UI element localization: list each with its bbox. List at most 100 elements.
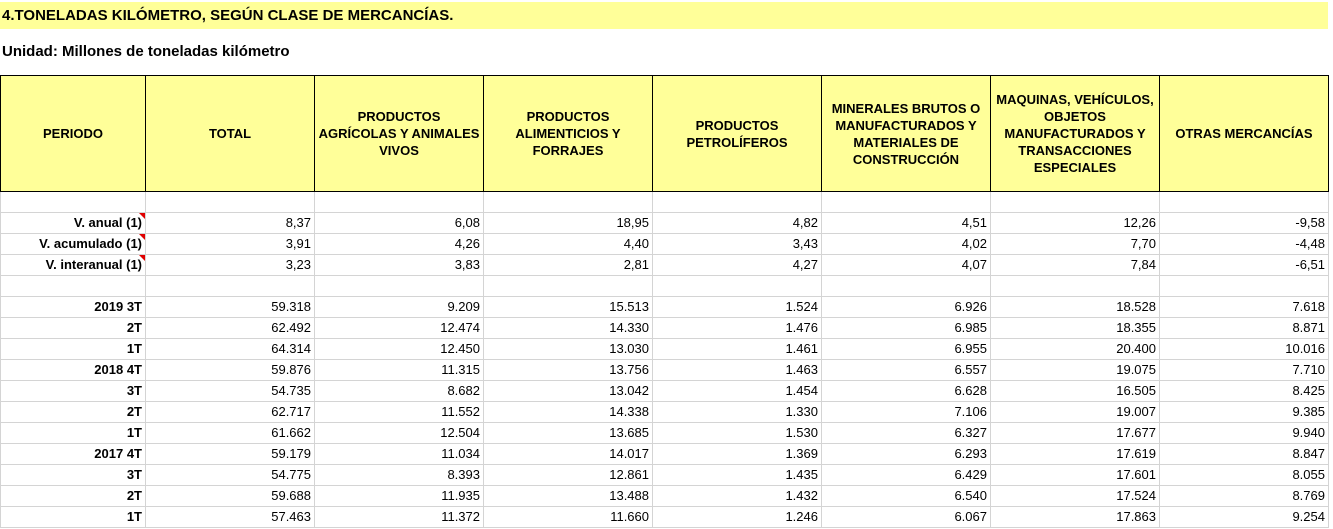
value-cell: 1.463 — [652, 359, 822, 381]
empty-cell — [990, 275, 1160, 297]
value-cell: 7,84 — [990, 254, 1160, 276]
value-cell: 9.940 — [1159, 422, 1329, 444]
value-cell: 6.926 — [821, 296, 991, 318]
value-cell: 6.293 — [821, 443, 991, 465]
period-cell: 2T — [0, 485, 146, 507]
value-cell: 15.513 — [483, 296, 653, 318]
empty-cell — [821, 191, 991, 213]
value-cell: 6.955 — [821, 338, 991, 360]
value-cell: 17.601 — [990, 464, 1160, 486]
value-cell: 54.775 — [145, 464, 315, 486]
value-cell: 2,81 — [483, 254, 653, 276]
header-cell: PRODUCTOS ALIMENTICIOS Y FORRAJES — [483, 75, 653, 192]
table-row: 2018 4T 59.876 11.315 13.756 1.463 6.557 19.07… — [0, 359, 1329, 381]
value-cell: 13.030 — [483, 338, 653, 360]
period-cell: 3T — [0, 464, 146, 486]
table-row: 2019 3T 59.318 9.209 15.513 1.524 6.926 18.528… — [0, 296, 1329, 318]
table-row: 1T 57.463 11.372 11.660 1.246 6.067 17.863 9.25… — [0, 506, 1329, 528]
value-cell: 3,83 — [314, 254, 484, 276]
value-cell: 4,27 — [652, 254, 822, 276]
value-cell: 64.314 — [145, 338, 315, 360]
value-cell: 59.688 — [145, 485, 315, 507]
value-cell: 7.618 — [1159, 296, 1329, 318]
empty-cell — [652, 275, 822, 297]
empty-cell — [483, 191, 653, 213]
value-cell: 4,07 — [821, 254, 991, 276]
value-cell: 8.682 — [314, 380, 484, 402]
value-cell: -6,51 — [1159, 254, 1329, 276]
value-cell: 6.628 — [821, 380, 991, 402]
table-row: 2017 4T 59.179 11.034 14.017 1.369 6.293 17.61… — [0, 443, 1329, 465]
value-cell: 18,95 — [483, 212, 653, 234]
empty-cell — [990, 191, 1160, 213]
value-cell: 1.530 — [652, 422, 822, 444]
period-cell: V. interanual (1) — [0, 254, 146, 276]
value-cell: 8.871 — [1159, 317, 1329, 339]
period-cell: 2018 4T — [0, 359, 146, 381]
header-cell: PERIODO — [0, 75, 146, 192]
value-cell: 59.876 — [145, 359, 315, 381]
value-cell: 1.476 — [652, 317, 822, 339]
value-cell: 14.017 — [483, 443, 653, 465]
header-cell: TOTAL — [145, 75, 315, 192]
table-row: 3T 54.775 8.393 12.861 1.435 6.429 17.601 8.055 — [0, 464, 1329, 486]
value-cell: 13.685 — [483, 422, 653, 444]
period-cell: 2T — [0, 317, 146, 339]
period-cell: 1T — [0, 338, 146, 360]
table-row: 2T 62.492 12.474 14.330 1.476 6.985 18.355 8.87… — [0, 317, 1329, 339]
value-cell: 10.016 — [1159, 338, 1329, 360]
value-cell: 62.717 — [145, 401, 315, 423]
table: PERIODO TOTAL PRODUCTOS AGRÍCOLAS Y ANIMAL… — [0, 75, 1329, 528]
value-cell: 17.619 — [990, 443, 1160, 465]
value-cell: -9,58 — [1159, 212, 1329, 234]
value-cell: 6.557 — [821, 359, 991, 381]
value-cell: 11.034 — [314, 443, 484, 465]
value-cell: 3,43 — [652, 233, 822, 255]
header-cell: PRODUCTOS PETROLÍFEROS — [652, 75, 822, 192]
spacer-row — [0, 191, 1329, 213]
value-cell: 18.355 — [990, 317, 1160, 339]
value-cell: 3,23 — [145, 254, 315, 276]
value-cell: 16.505 — [990, 380, 1160, 402]
value-cell: 1.461 — [652, 338, 822, 360]
value-cell: 4,02 — [821, 233, 991, 255]
value-cell: 1.330 — [652, 401, 822, 423]
period-cell: 2T — [0, 401, 146, 423]
header-row: PERIODO TOTAL PRODUCTOS AGRÍCOLAS Y ANIMAL… — [0, 75, 1329, 192]
value-cell: 1.454 — [652, 380, 822, 402]
spacer-row — [0, 275, 1329, 297]
table-row: V. interanual (1) 3,23 3,83 2,81 4,27 4,07 7,8… — [0, 254, 1329, 276]
value-cell: 8,37 — [145, 212, 315, 234]
value-cell: 4,82 — [652, 212, 822, 234]
value-cell: 7,70 — [990, 233, 1160, 255]
value-cell: 19.007 — [990, 401, 1160, 423]
value-cell: 6.327 — [821, 422, 991, 444]
value-cell: 8.055 — [1159, 464, 1329, 486]
value-cell: 9.385 — [1159, 401, 1329, 423]
value-cell: 12.861 — [483, 464, 653, 486]
value-cell: 54.735 — [145, 380, 315, 402]
value-cell: 4,26 — [314, 233, 484, 255]
value-cell: 1.246 — [652, 506, 822, 528]
header-cell: OTRAS MERCANCÍAS — [1159, 75, 1329, 192]
value-cell: 8.425 — [1159, 380, 1329, 402]
value-cell: 11.552 — [314, 401, 484, 423]
title: 4.TONELADAS KILÓMETRO, SEGÚN CLASE DE ME… — [0, 2, 1328, 29]
table-row: 3T 54.735 8.682 13.042 1.454 6.628 16.505 8.425 — [0, 380, 1329, 402]
unit: Unidad: Millones de toneladas kilómetro — [2, 43, 290, 60]
value-cell: 12.474 — [314, 317, 484, 339]
value-cell: 8.393 — [314, 464, 484, 486]
value-cell: 19.075 — [990, 359, 1160, 381]
value-cell: 18.528 — [990, 296, 1160, 318]
value-cell: 7.106 — [821, 401, 991, 423]
value-cell: 17.524 — [990, 485, 1160, 507]
period-cell: 1T — [0, 506, 146, 528]
empty-cell — [314, 191, 484, 213]
empty-cell — [0, 275, 146, 297]
value-cell: 9.209 — [314, 296, 484, 318]
value-cell: 1.435 — [652, 464, 822, 486]
value-cell: 20.400 — [990, 338, 1160, 360]
value-cell: 1.524 — [652, 296, 822, 318]
table-row: V. anual (1) 8,37 6,08 18,95 4,82 4,51 12,26 -9… — [0, 212, 1329, 234]
